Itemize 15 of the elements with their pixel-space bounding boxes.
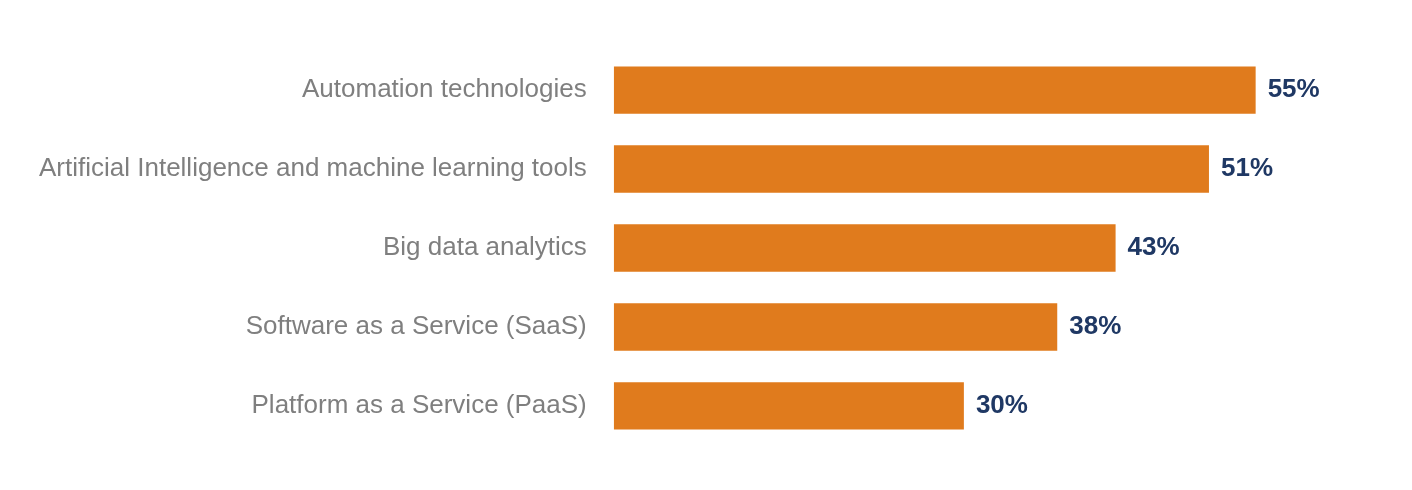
y-tick-label: Software as a Service (SaaS) [245,310,587,341]
data-label: 38% [1069,310,1122,341]
data-label: 55% [1267,73,1320,104]
bar [613,66,1256,114]
bar [613,224,1116,272]
data-label: 51% [1220,152,1274,183]
data-label: 43% [1127,231,1180,262]
bar [613,303,1058,351]
data-label: 30% [975,389,1028,420]
bar [613,145,1209,193]
y-tick-label: Big data analytics [382,231,587,262]
bar [613,382,964,430]
y-tick-label: Platform as a Service (PaaS) [251,389,587,420]
y-tick-label: Automation technologies [302,73,587,104]
y-tick-label: Artificial Intelligence and machine learning tools [38,152,587,183]
